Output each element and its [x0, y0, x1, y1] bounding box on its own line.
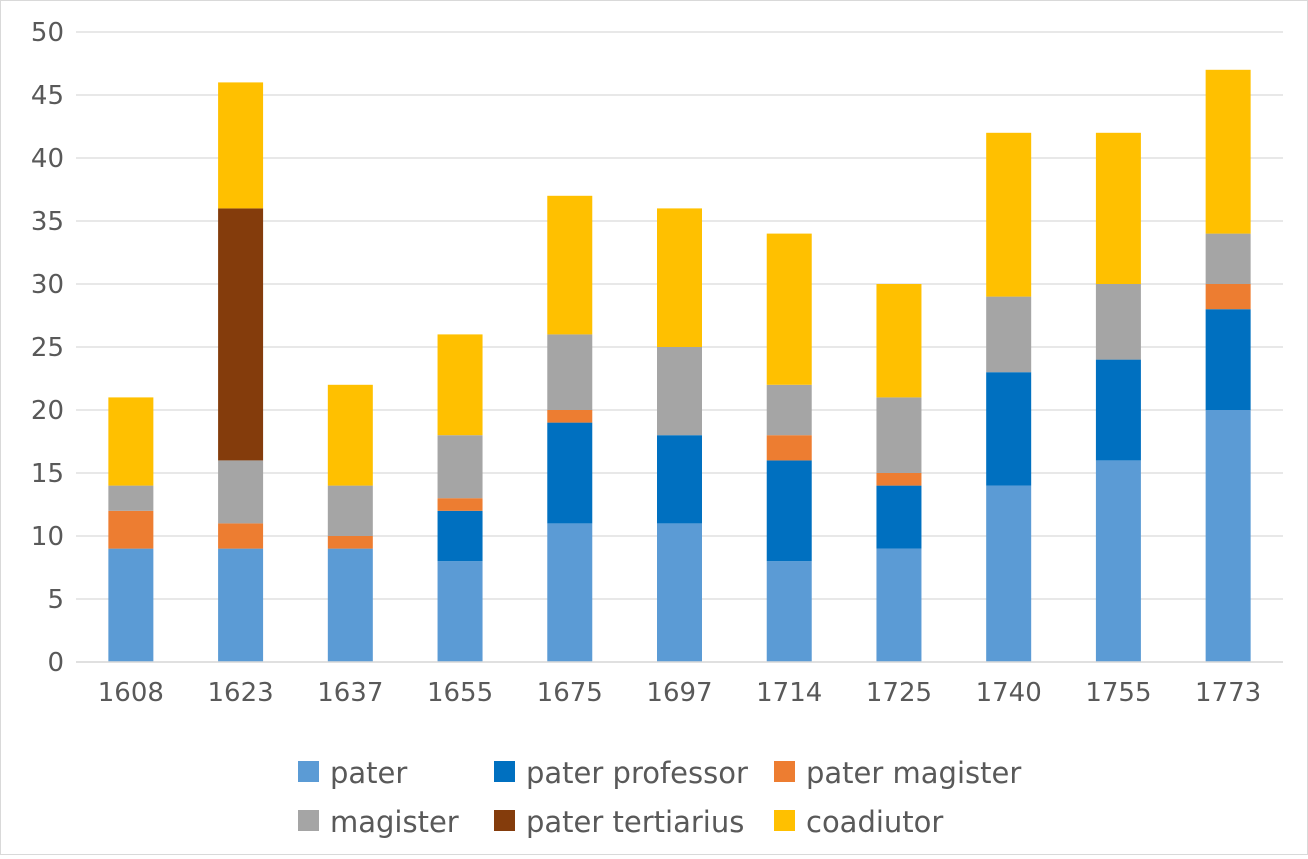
bar-segment-pater — [1095, 460, 1141, 662]
legend-swatch — [494, 761, 515, 782]
y-tick-label: 20 — [31, 396, 64, 426]
bar-segment-coadiutor — [657, 208, 702, 347]
bar-segment-pater — [327, 548, 373, 662]
y-tick-label: 10 — [31, 522, 64, 552]
bar-segment-magister — [437, 435, 483, 499]
bar-segment-pater-magister — [108, 510, 154, 549]
bar-segment-pater-professor — [766, 460, 812, 562]
bar-segment-pater-professor — [876, 485, 922, 549]
y-tick-label: 35 — [31, 207, 64, 237]
bar-segment-pater-professor — [1205, 309, 1251, 410]
bar-segment-pater-professor — [547, 422, 593, 524]
y-tick-label: 30 — [31, 270, 64, 300]
x-tick-label: 1637 — [317, 678, 383, 708]
bar-segment-pater-magister — [437, 498, 483, 511]
bar-segment-pater-magister — [876, 473, 922, 486]
bar-segment-pater-magister — [327, 536, 373, 549]
y-tick-label: 0 — [47, 648, 64, 678]
bar-segment-coadiutor — [547, 195, 593, 335]
bar-segment-pater-magister — [766, 435, 812, 461]
bar-segment-pater-professor — [986, 372, 1032, 486]
bar-segment-magister — [218, 460, 264, 524]
x-tick-label: 1655 — [427, 678, 493, 708]
bar-segment-pater — [547, 523, 593, 662]
y-axis-ticks: 0 5 10 15 20 25 30 35 40 45 50 — [31, 18, 64, 678]
bar-segment-coadiutor — [766, 233, 812, 385]
bar-segment-pater — [218, 548, 264, 662]
legend-label: magister — [330, 805, 459, 839]
x-axis: 1608 1623 1637 1655 1675 1697 1714 1725 1740 1755… — [76, 661, 1283, 708]
y-tick-label: 25 — [31, 333, 64, 363]
legend-label: pater professor — [526, 756, 748, 790]
legend-label: pater magister — [806, 756, 1021, 790]
bar-segment-pater — [1205, 410, 1251, 662]
bar-segment-pater — [657, 523, 702, 662]
x-tick-label: 1773 — [1195, 678, 1261, 708]
y-tick-label: 45 — [31, 81, 64, 111]
x-tick-label: 1697 — [646, 678, 712, 708]
bar-segment-magister — [766, 384, 812, 436]
legend-swatch — [298, 761, 319, 782]
bar-segment-pater — [876, 548, 922, 662]
bars — [108, 69, 1251, 662]
bar-segment-pater-professor — [657, 435, 702, 524]
y-tick-label: 50 — [31, 18, 64, 48]
bar-segment-magister — [547, 334, 593, 410]
legend: pater pater professor pater magister magist… — [298, 756, 1021, 839]
bar-segment-pater — [766, 561, 812, 662]
bar-segment-coadiutor — [876, 284, 922, 398]
bar-segment-magister — [1205, 233, 1251, 284]
bar-segment-pater-magister — [1205, 284, 1251, 310]
legend-swatch — [774, 761, 795, 782]
legend-swatch — [494, 810, 515, 831]
bar-segment-coadiutor — [327, 384, 373, 486]
bar-segment-coadiutor — [108, 397, 154, 486]
bar-segment-coadiutor — [1205, 69, 1251, 234]
bar-segment-pater-tertiarius — [218, 208, 264, 461]
bar-segment-coadiutor — [437, 334, 483, 436]
bar-segment-pater — [437, 561, 483, 662]
bar-segment-magister — [876, 397, 922, 473]
bar-segment-coadiutor — [1095, 132, 1141, 284]
y-tick-label: 15 — [31, 459, 64, 489]
legend-label: pater tertiarius — [526, 805, 744, 839]
x-tick-label: 1675 — [537, 678, 603, 708]
bar-segment-magister — [1095, 284, 1141, 360]
y-tick-label: 40 — [31, 144, 64, 174]
bar-segment-pater-professor — [1095, 359, 1141, 461]
bar-segment-coadiutor — [218, 82, 264, 209]
x-tick-label: 1623 — [208, 678, 274, 708]
legend-label: coadiutor — [806, 805, 943, 839]
legend-swatch — [298, 810, 319, 831]
legend-label: pater — [330, 756, 407, 790]
bar-segment-pater — [986, 485, 1032, 662]
x-tick-label: 1740 — [976, 678, 1042, 708]
x-tick-label: 1714 — [756, 678, 822, 708]
bar-segment-pater-magister — [218, 523, 264, 549]
bar-segment-pater-magister — [547, 410, 593, 423]
bar-segment-magister — [986, 296, 1032, 373]
bar-segment-magister — [657, 347, 702, 436]
x-tick-label: 1725 — [866, 678, 932, 708]
bar-segment-magister — [108, 485, 154, 511]
legend-swatch — [774, 810, 795, 831]
bar-segment-magister — [327, 485, 373, 536]
bar-segment-pater-professor — [437, 510, 483, 562]
x-tick-label: 1608 — [98, 678, 164, 708]
x-tick-label: 1755 — [1085, 678, 1151, 708]
y-tick-label: 5 — [47, 585, 64, 615]
bar-segment-pater — [108, 548, 154, 662]
bar-segment-coadiutor — [986, 132, 1032, 297]
